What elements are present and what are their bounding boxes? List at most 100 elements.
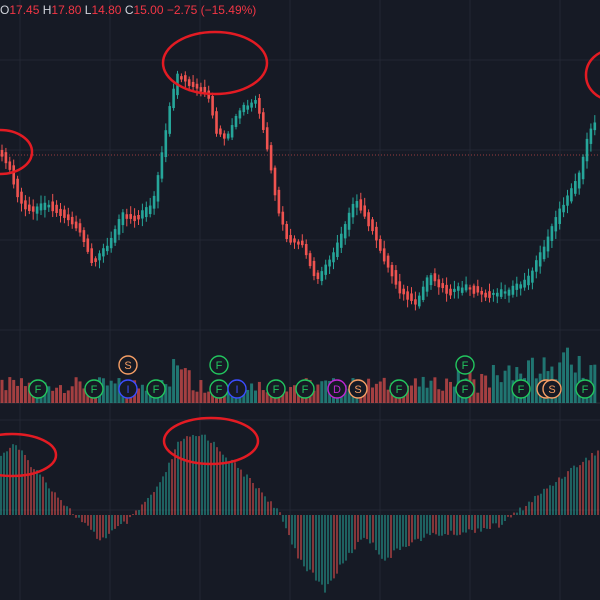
annotation-ellipse-osc-left [0,432,58,478]
volume-bar [226,387,230,403]
candle-body [203,86,207,94]
volume-bar [51,390,55,403]
volume-bar [593,364,597,403]
event-marker-D [327,379,347,399]
candle-body [367,212,370,227]
volume-bar [488,387,491,403]
volume-bar [207,391,211,403]
event-marker-S [542,379,562,399]
candle-body [168,106,171,134]
candle-body [20,191,23,204]
legend-change: −2.75 [166,3,198,17]
event-marker-label: F [518,384,525,396]
volume-bar [480,373,484,403]
candle-body [133,215,136,222]
event-marker-label: F [462,360,469,372]
volume-bar [62,392,66,403]
candle-body [457,286,460,291]
volume-bar [527,360,530,403]
candle-body [184,75,187,82]
event-marker-F [146,379,166,399]
annotation-ellipse-osc-mid [162,416,260,466]
volume-bar [503,370,507,403]
candle-body [363,205,366,217]
volume-bar [70,386,74,403]
candle-body [312,260,316,277]
volume-bar [105,385,109,403]
volume-bar [4,390,8,403]
volume-bar [507,365,511,403]
volume-bar [203,392,207,403]
candle-body [180,76,183,80]
candle-body [273,167,277,196]
candle-body [230,125,234,138]
volume-bar [386,389,390,403]
candle-body [488,291,491,298]
legend-high-value: 17.80 [51,3,82,17]
volume-bar [558,362,562,403]
event-marker-label: S [354,384,361,396]
candle-body [148,205,152,215]
candle-body [172,88,175,109]
candle-body [98,253,101,261]
volume-bar [78,381,82,403]
volume-bar [265,392,269,403]
candle-body [109,237,113,249]
volume-bar [476,392,480,403]
volume-bar [566,347,569,403]
event-markers: FFSIFFFIFFDSFFFFSSF [28,355,595,399]
candle-body [574,181,577,194]
volume-bar [23,386,27,403]
candle-body [566,195,569,206]
candle-body [347,212,351,230]
candle-body [219,128,222,135]
volume-bar [187,370,191,403]
candle-body [507,289,511,296]
candle-body [24,200,27,210]
event-marker-F [28,379,48,399]
volume-bar [59,385,62,403]
candle-body [301,240,304,246]
candle-body [277,189,281,214]
candle-body [106,245,109,252]
volume-bar [183,368,187,403]
volume-bar [179,369,183,403]
event-marker-label: F [216,384,223,396]
volume-bar [429,380,433,403]
event-marker-F [455,379,475,399]
candle-body [35,206,39,214]
event-marker-label: F [273,384,280,396]
volume-bar [312,390,316,403]
annotation-ellipse-top-peak [161,30,269,96]
candle-body [4,152,8,164]
candle-body [39,203,43,211]
volume-bar [495,375,499,403]
candle-body [246,105,249,110]
event-marker-label: F [462,384,469,396]
volume-bar [289,386,293,403]
event-marker-label: F [91,384,98,396]
candle-body [0,150,4,157]
volume-bar [577,355,581,403]
volume-bar [250,383,254,403]
volume-bar [320,381,324,403]
volume-bar [195,391,199,403]
candle-body [359,199,363,211]
candle-body [297,241,300,245]
candle-body [386,255,390,268]
volume-bar [254,390,257,403]
event-marker-F [84,379,104,399]
candle-body [562,204,565,213]
volume-bar [109,380,113,403]
candle-body [28,204,31,211]
event-marker-S [348,379,368,399]
candle-body [550,226,554,241]
candle-body [70,216,74,225]
event-marker-label: F [35,384,42,396]
volume-bar [437,389,441,403]
volume-bar [211,391,215,403]
volume-bar [569,364,573,403]
volume-bar [324,380,328,403]
